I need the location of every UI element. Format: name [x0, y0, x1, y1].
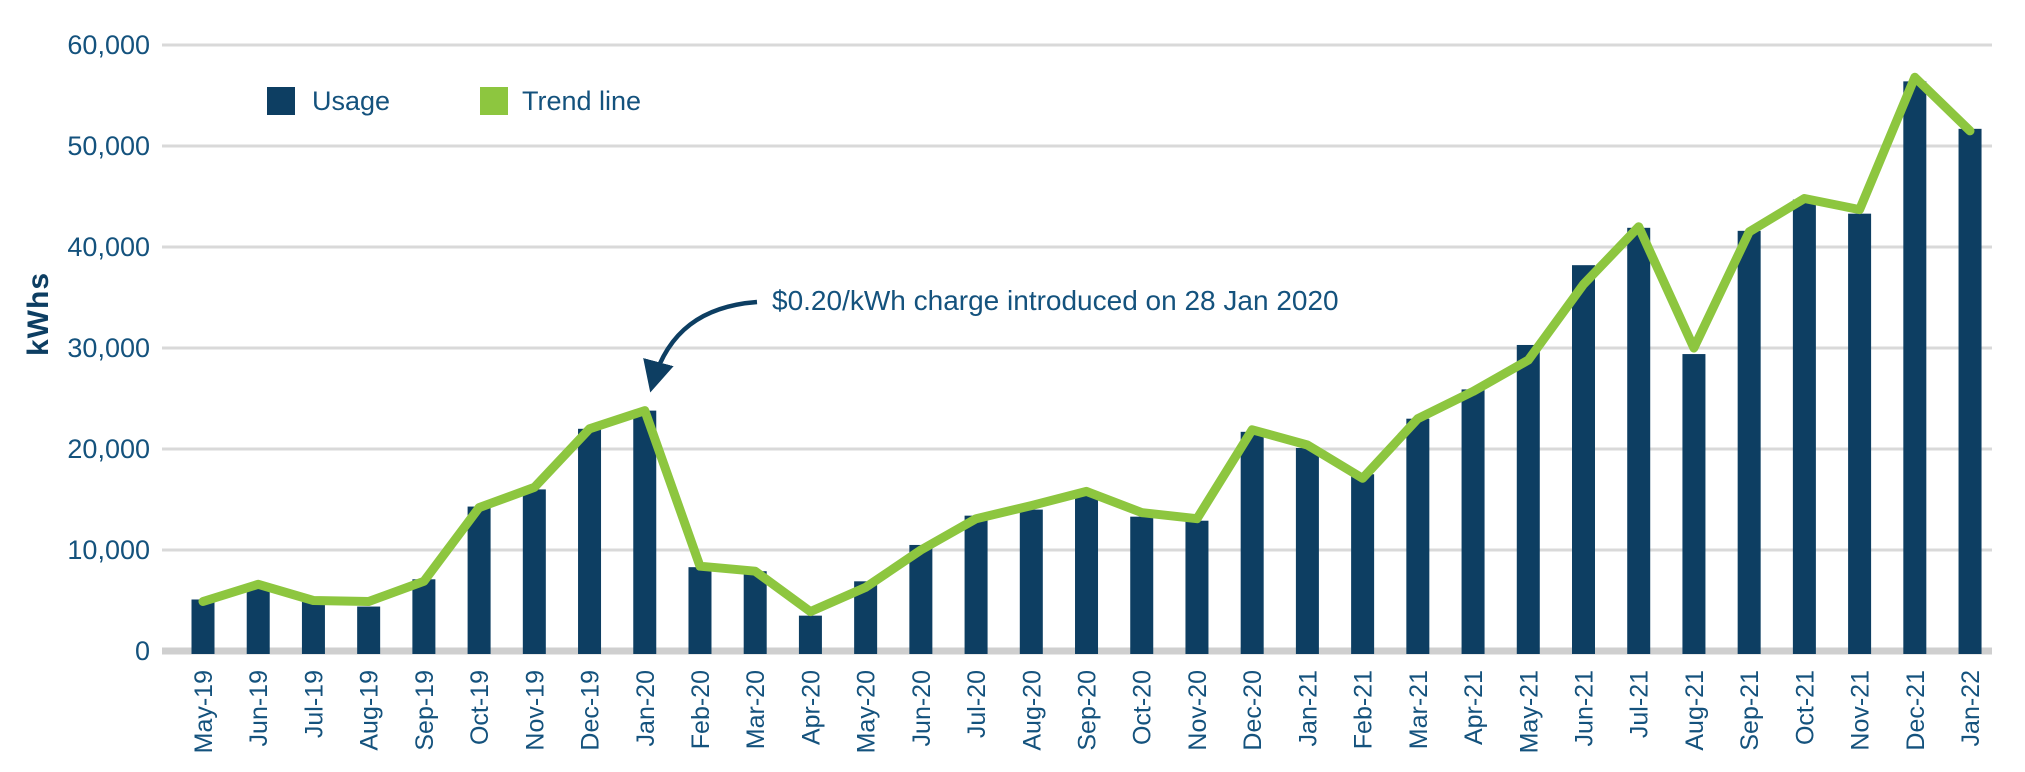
x-tick-label: Jan-22 — [1957, 670, 1985, 746]
legend-usage-swatch — [267, 87, 295, 115]
x-tick-label: Jul-20 — [963, 670, 991, 738]
y-tick-label: 10,000 — [67, 535, 150, 565]
usage-bar — [1682, 354, 1706, 654]
usage-bar — [1848, 213, 1872, 655]
x-tick-label: May-20 — [853, 670, 881, 753]
annotation-text: $0.20/kWh charge introduced on 28 Jan 20… — [772, 285, 1339, 316]
y-tick-label: 30,000 — [67, 333, 150, 363]
usage-bar — [1516, 344, 1540, 654]
x-tick-label: Apr-21 — [1460, 670, 1488, 745]
x-tick-label: Aug-19 — [356, 670, 384, 751]
x-tick-label: Jun-19 — [245, 670, 273, 746]
usage-bar — [246, 586, 270, 654]
x-tick-label: Jul-21 — [1626, 670, 1654, 738]
y-tick-label: 0 — [135, 636, 150, 666]
usage-bar — [909, 544, 933, 654]
usage-bar — [1295, 447, 1319, 654]
y-axis-title: kWhs — [22, 271, 55, 357]
x-tick-label: Oct-20 — [1129, 670, 1157, 745]
usage-bar — [798, 615, 822, 654]
trend-line — [198, 72, 1975, 617]
usage-bar — [522, 489, 546, 654]
usage-bar — [633, 410, 657, 654]
x-tick-label: Mar-21 — [1405, 670, 1433, 749]
usage-bar — [743, 571, 767, 654]
x-tick-label: Oct-21 — [1791, 670, 1819, 745]
x-tick-label: Aug-21 — [1681, 670, 1709, 751]
usage-bar — [1737, 230, 1761, 654]
x-tick-label: May-19 — [190, 670, 218, 753]
usage-bar — [467, 506, 491, 654]
usage-bar — [357, 606, 381, 654]
x-tick-label: Jan-21 — [1294, 670, 1322, 746]
x-tick-label: Jun-21 — [1571, 670, 1599, 746]
x-tick-label: Oct-19 — [466, 670, 494, 745]
x-tick-label: Nov-19 — [521, 670, 549, 751]
x-tick-label: Nov-20 — [1184, 670, 1212, 751]
usage-bar — [1240, 431, 1264, 654]
usage-bar — [1075, 495, 1099, 654]
usage-bar — [688, 567, 712, 654]
usage-bar — [1903, 81, 1927, 655]
x-tick-label: Sep-21 — [1736, 670, 1764, 751]
y-tick-label: 50,000 — [67, 131, 150, 161]
x-tick-label: Feb-20 — [687, 670, 715, 749]
x-tick-label: Jan-20 — [632, 670, 660, 746]
usage-bar — [1185, 520, 1209, 654]
y-tick-label: 40,000 — [67, 232, 150, 262]
usage-bar — [1461, 389, 1485, 654]
x-tick-label: May-21 — [1515, 670, 1543, 753]
usage-bar — [1351, 474, 1375, 654]
usage-bar — [964, 515, 988, 654]
x-tick-label: Dec-21 — [1902, 670, 1930, 751]
usage-bar — [578, 428, 602, 654]
y-tick-label: 60,000 — [67, 30, 150, 60]
annotation-arrow — [643, 299, 758, 393]
x-tick-label: Nov-21 — [1847, 670, 1875, 751]
usage-bar — [412, 579, 436, 654]
x-tick-label: Dec-20 — [1239, 670, 1267, 751]
x-tick-label: Sep-19 — [411, 670, 439, 751]
usage-bar — [1406, 418, 1430, 654]
x-tick-label: Apr-20 — [797, 670, 825, 745]
usage-bar — [854, 581, 878, 654]
usage-bar — [1792, 199, 1816, 654]
legend-usage-label: Usage — [312, 86, 391, 116]
x-tick-label: Jun-20 — [908, 670, 936, 746]
usage-bar — [1130, 516, 1154, 654]
legend-trend-swatch — [480, 87, 508, 115]
x-tick-label: Dec-19 — [577, 670, 605, 751]
x-tick-label: Jul-19 — [300, 670, 328, 738]
x-tick-label: Aug-20 — [1018, 670, 1046, 751]
usage-bar — [301, 601, 325, 654]
usage-bar — [1019, 509, 1043, 654]
y-tick-label: 20,000 — [67, 434, 150, 464]
x-tick-label: Feb-21 — [1350, 670, 1378, 749]
legend-trend-label: Trend line — [522, 86, 642, 116]
x-tick-label: Sep-20 — [1074, 670, 1102, 751]
usage-bar — [191, 599, 215, 654]
x-tick-label: Mar-20 — [742, 670, 770, 749]
usage-bar — [1958, 128, 1982, 654]
usage-bar — [1572, 265, 1595, 654]
usage-bar — [1627, 227, 1651, 654]
